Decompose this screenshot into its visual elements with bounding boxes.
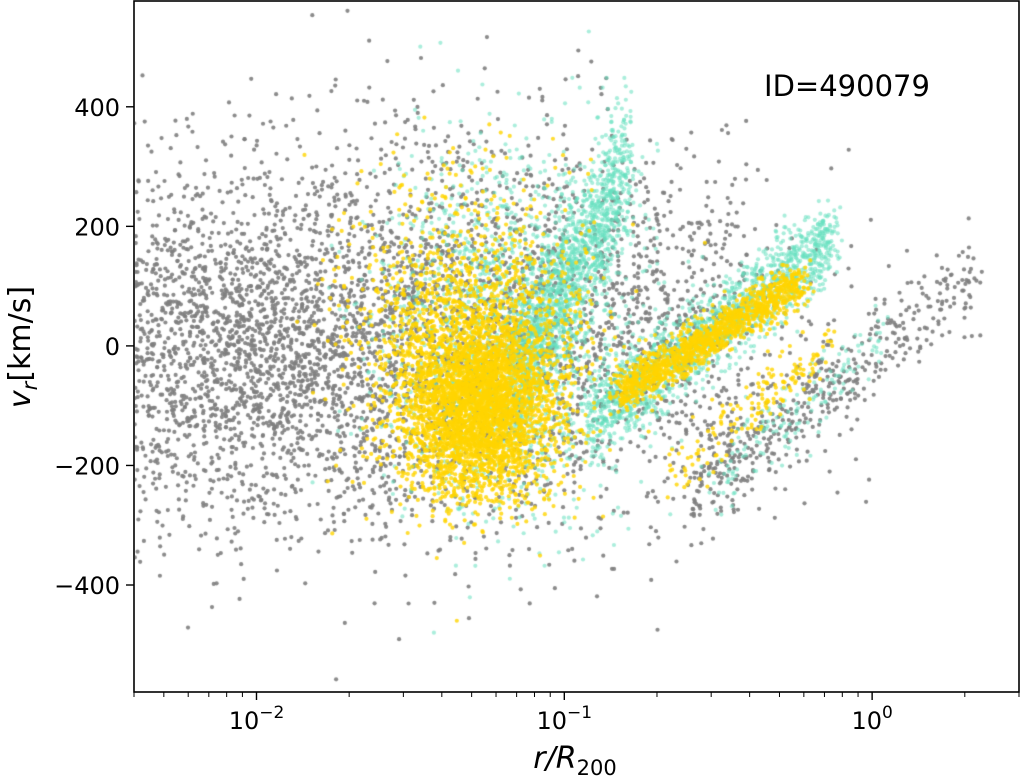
scatter-points: [135, 2, 1018, 691]
id-annotation: ID=490079: [764, 69, 930, 103]
svg-text:vr[km/s]: vr[km/s]: [3, 286, 42, 408]
y-axis-ticks: 400 200 0 −200 −400: [54, 94, 134, 600]
y-axis-label: vr[km/s]: [3, 286, 42, 408]
x-axis-label: r/R200: [533, 741, 616, 776]
y-tick-label: 0: [105, 333, 120, 361]
x-axis-label-subscript: 200: [577, 756, 617, 776]
y-axis-label-subscript: r: [18, 380, 42, 390]
y-axis-label-main: v: [3, 389, 38, 408]
y-tick-label: −400: [54, 572, 120, 600]
x-tick-label: 100: [851, 703, 892, 735]
y-tick-label: 200: [74, 213, 120, 241]
y-tick-label: −200: [54, 452, 120, 480]
x-tick-label: 10−2: [229, 703, 285, 735]
y-tick-label: 400: [74, 94, 120, 122]
x-tick-label: 10−1: [537, 703, 593, 735]
plot-frame: [133, 0, 1020, 693]
y-axis-label-units: [km/s]: [3, 286, 38, 382]
x-axis-label-main: r/R: [533, 741, 576, 776]
x-axis-ticks: 10−2 10−1 100: [133, 692, 1020, 735]
